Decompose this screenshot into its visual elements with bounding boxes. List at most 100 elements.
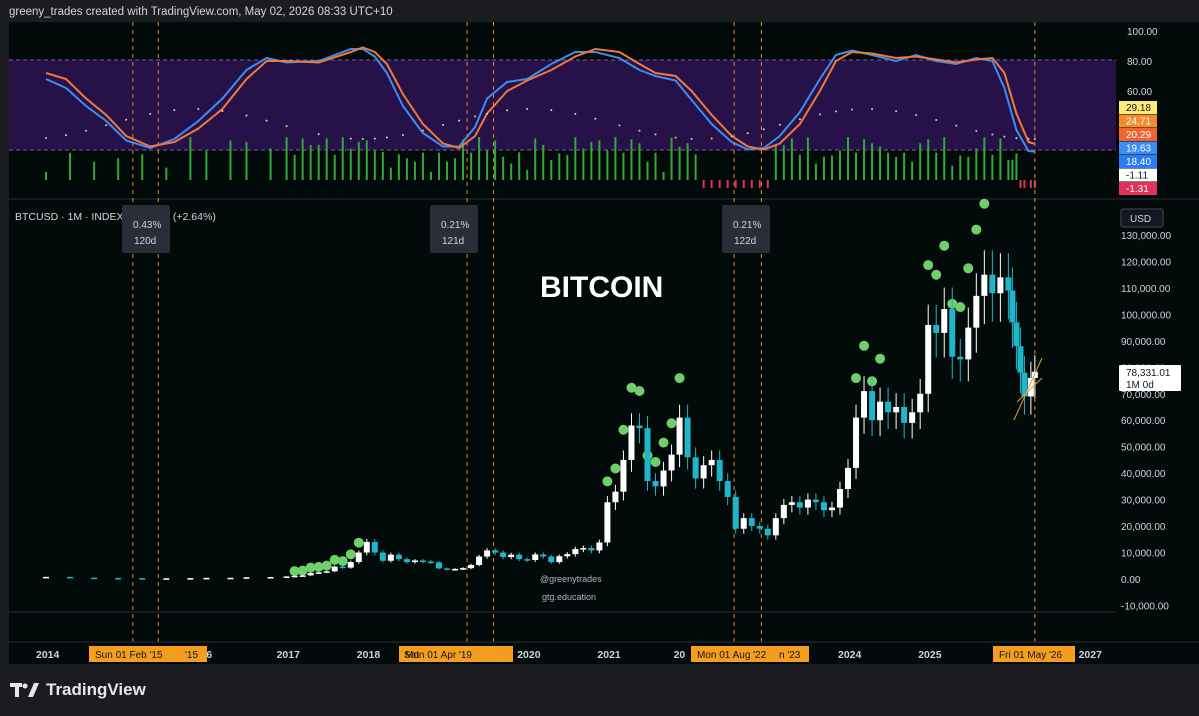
candle-body bbox=[91, 577, 98, 580]
candle-body bbox=[484, 550, 491, 557]
price-tick-label: 70,000.00 bbox=[1121, 390, 1166, 401]
histogram-bar bbox=[1007, 159, 1010, 180]
histogram-bar bbox=[45, 172, 47, 180]
osc-value-label: 29.18 bbox=[1126, 103, 1151, 114]
histogram-bar bbox=[478, 137, 481, 180]
signal-dot bbox=[105, 124, 108, 127]
osc-value-badge bbox=[1119, 128, 1157, 141]
x-tick-label: 2024 bbox=[838, 649, 862, 661]
peak-dot bbox=[674, 373, 685, 384]
green-dots bbox=[289, 198, 990, 577]
price-tick-label: 60,000.00 bbox=[1121, 416, 1166, 427]
histogram-bar bbox=[734, 180, 737, 188]
candle-body bbox=[596, 542, 603, 551]
candle-body bbox=[427, 561, 434, 564]
candle-body bbox=[957, 356, 964, 360]
histogram-bar bbox=[694, 154, 697, 180]
histogram-bar bbox=[309, 144, 312, 180]
candle-body bbox=[476, 556, 483, 565]
candle-body bbox=[772, 518, 779, 536]
peak-dot bbox=[955, 302, 966, 313]
peak-dot bbox=[875, 353, 886, 364]
candle-body bbox=[532, 554, 539, 560]
cycle-box bbox=[722, 205, 770, 253]
peak-dot bbox=[979, 198, 990, 209]
peak-dot bbox=[658, 437, 669, 448]
histogram-bar bbox=[373, 150, 376, 180]
currency-button[interactable]: USD bbox=[1120, 208, 1164, 228]
histogram-bar bbox=[1023, 180, 1026, 188]
osc-value-label: -1.11 bbox=[1126, 171, 1148, 182]
candle-body bbox=[909, 412, 916, 423]
signal-dot bbox=[441, 124, 444, 127]
candle-body bbox=[820, 502, 827, 511]
histogram-bar bbox=[165, 167, 168, 180]
histogram-bar bbox=[269, 148, 272, 180]
candle-body bbox=[291, 575, 298, 578]
signal-dot bbox=[265, 119, 268, 122]
signal-dot bbox=[778, 123, 781, 126]
candle-body bbox=[692, 457, 699, 479]
histogram-bar bbox=[903, 152, 906, 180]
signal-dot bbox=[834, 110, 837, 113]
candle-body bbox=[395, 554, 402, 560]
candle-body bbox=[323, 571, 330, 573]
time-axis[interactable]: 201416201720182020202120202420252027Sun … bbox=[36, 646, 1102, 662]
candle-body bbox=[387, 554, 394, 561]
signal-dot bbox=[401, 133, 404, 136]
candle-body bbox=[780, 504, 787, 519]
header-caption: greeny_trades created with TradingView.c… bbox=[9, 6, 393, 18]
signal-dot bbox=[915, 113, 918, 116]
candle-body bbox=[668, 454, 675, 471]
histogram-bar bbox=[365, 140, 368, 180]
signal-dot bbox=[654, 133, 657, 136]
chart-area[interactable]: 100.00 80.00 60.00 29.18 24.71 20.29 19.63 18.4… bbox=[9, 22, 1199, 664]
candle-body bbox=[660, 470, 667, 487]
countdown: 1M 0d bbox=[1126, 380, 1154, 391]
candle-body bbox=[700, 465, 707, 479]
signal-dot bbox=[245, 114, 248, 117]
histogram-bar bbox=[189, 137, 192, 180]
histogram-bar bbox=[606, 150, 609, 180]
histogram-bar bbox=[975, 148, 978, 180]
candle-body bbox=[43, 576, 49, 579]
oscillator-line-blue bbox=[45, 48, 1035, 153]
date-box bbox=[691, 646, 809, 662]
peak-dot bbox=[353, 537, 364, 548]
signal-dot bbox=[285, 125, 288, 128]
signal-dot bbox=[45, 137, 47, 140]
candle-body bbox=[187, 578, 194, 580]
histogram-bar bbox=[646, 161, 649, 180]
peak-dot bbox=[634, 385, 645, 396]
histogram-bar bbox=[935, 152, 938, 180]
signal-dot bbox=[197, 108, 200, 111]
peak-dot bbox=[859, 340, 870, 351]
histogram-bar bbox=[838, 150, 841, 180]
histogram-bar bbox=[349, 148, 352, 180]
price-tick-label: 10,000.00 bbox=[1121, 549, 1166, 560]
oscillator-line-orange bbox=[45, 46, 1036, 151]
histogram-bar bbox=[863, 139, 866, 180]
histogram-bar bbox=[983, 137, 986, 180]
peak-dot bbox=[931, 269, 942, 280]
candle-body bbox=[452, 568, 459, 571]
osc-value-badge bbox=[1119, 101, 1157, 114]
candle-body bbox=[516, 554, 523, 560]
osc-tick-label: 60.00 bbox=[1127, 87, 1152, 98]
candle-body bbox=[885, 401, 892, 413]
peak-dot bbox=[666, 418, 677, 429]
candle-body bbox=[1005, 277, 1012, 291]
price-tick-label: 30,000.00 bbox=[1121, 496, 1166, 507]
histogram-bar bbox=[1011, 159, 1014, 180]
tradingview-logo[interactable]: TradingView bbox=[10, 680, 146, 700]
signal-dot bbox=[818, 113, 821, 116]
candle-body bbox=[203, 577, 210, 580]
signal-dot bbox=[594, 117, 597, 120]
price-tick-label: -10,000.00 bbox=[1121, 601, 1169, 612]
candle-body bbox=[556, 556, 563, 563]
histogram-bar bbox=[614, 137, 617, 180]
candle-body bbox=[652, 481, 659, 487]
candle-body bbox=[973, 295, 980, 328]
osc-value-label: 18.40 bbox=[1126, 157, 1151, 168]
brand-name: TradingView bbox=[46, 680, 146, 699]
